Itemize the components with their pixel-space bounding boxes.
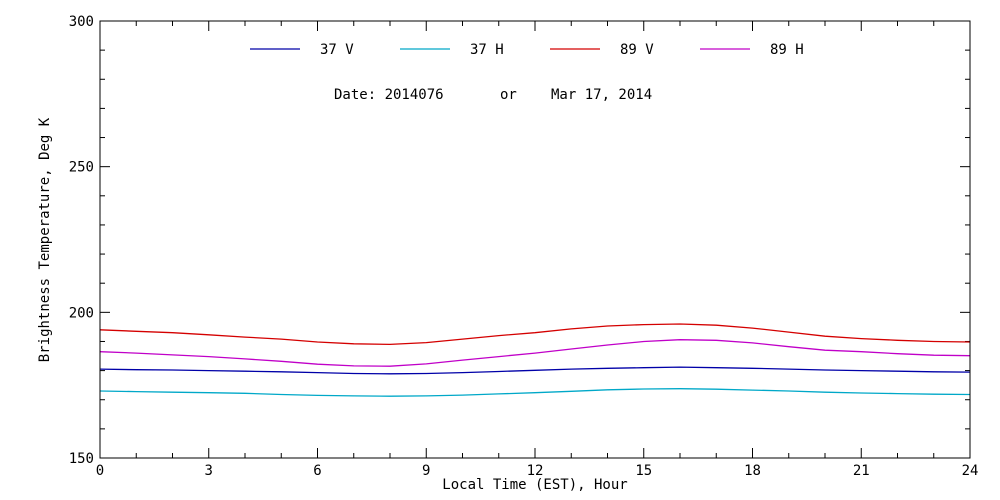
plot-frame: [99, 20, 971, 459]
x-tick-label: 12: [527, 463, 544, 479]
y-tick-label: 200: [69, 305, 94, 321]
y-tick-label: 300: [69, 14, 94, 30]
date-text-label: Mar 17, 2014: [551, 87, 652, 103]
legend-label-89-h: 89 H: [770, 42, 804, 58]
x-tick-label: 9: [422, 463, 430, 479]
legend-label-89-v: 89 V: [620, 42, 654, 58]
or-label: or: [500, 87, 517, 103]
y-tick-label: 150: [69, 451, 94, 467]
legend-label-37-v: 37 V: [320, 42, 354, 58]
date-annotation: Date: 2014076 or Mar 17, 2014: [334, 87, 652, 103]
x-tick-label: 24: [962, 463, 979, 479]
y-tick-label: 250: [69, 160, 94, 176]
x-axis-title: Local Time (EST), Hour: [442, 477, 627, 493]
series-line-37-v: [99, 366, 971, 375]
x-tick-label: 3: [205, 463, 213, 479]
x-tick-labels: 0 3 6 9 12 15 18 21 24: [96, 463, 979, 479]
series-line-89-h: [99, 339, 971, 367]
y-tick-labels: 150 200 250 300: [69, 14, 94, 467]
x-tick-label: 18: [744, 463, 761, 479]
x-tick-label: 21: [853, 463, 870, 479]
date-code-label: Date: 2014076: [334, 87, 444, 103]
legend-label-37-h: 37 H: [470, 42, 504, 58]
y-axis-title: Brightness Temperature, Deg K: [37, 117, 53, 362]
legend: 37 V 37 H 89 V 89 H: [250, 42, 804, 58]
x-tick-label: 0: [96, 463, 104, 479]
series-lines: [99, 323, 971, 397]
series-line-37-h: [99, 388, 971, 397]
x-tick-label: 6: [313, 463, 321, 479]
series-line-89-v: [99, 323, 971, 346]
x-tick-label: 15: [635, 463, 652, 479]
minor-ticks: [100, 21, 970, 458]
